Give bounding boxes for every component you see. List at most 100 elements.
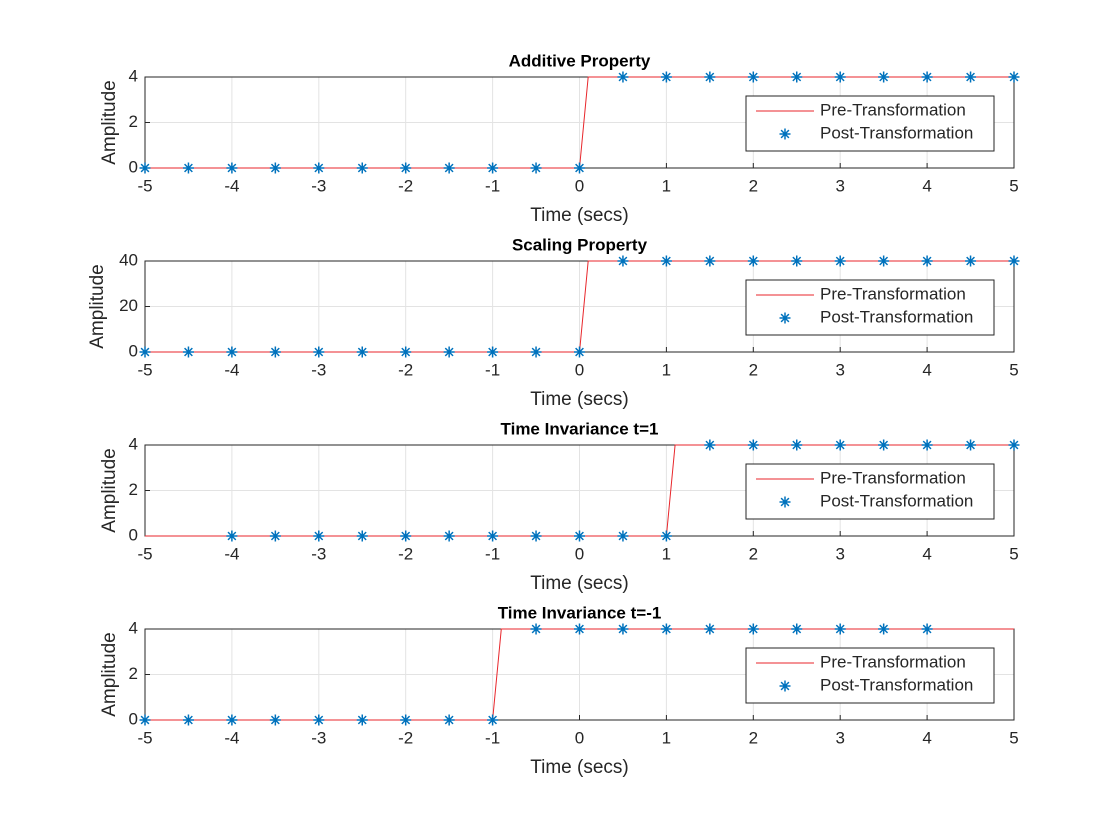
legend-box: [745, 279, 995, 336]
y-axis-label: Amplitude: [99, 632, 120, 717]
sample-marker: [530, 162, 542, 174]
subplot: -5 -4 -3 -2 -1 0 1 2 3 4 5 0 2 4 Time Invariance t=1 Ti…: [99, 419, 1020, 594]
sample-marker: [400, 714, 412, 726]
sample-marker: [921, 255, 933, 267]
sample-marker: [269, 530, 281, 542]
legend-swatch: [779, 680, 791, 692]
sample-marker: [965, 439, 977, 451]
x-tick-label: 2: [749, 176, 758, 195]
x-tick-label: 3: [835, 176, 844, 195]
sample-marker: [530, 623, 542, 635]
y-axis-label: Amplitude: [99, 80, 120, 165]
sample-marker: [574, 530, 585, 542]
sample-marker: [834, 255, 846, 267]
sample-marker: [878, 71, 890, 83]
sample-marker: [400, 346, 412, 358]
sample-marker: [878, 255, 890, 267]
sample-marker: [617, 623, 629, 635]
x-tick-label: 3: [835, 360, 844, 379]
sample-marker: [182, 162, 194, 174]
sample-marker: [704, 255, 716, 267]
sample-marker: [443, 162, 455, 174]
x-tick-label: 1: [662, 176, 671, 195]
chart-title: Time Invariance t=1: [501, 419, 659, 438]
sample-marker: [921, 623, 933, 635]
legend-box: [745, 95, 995, 152]
legend-swatch: [779, 496, 791, 508]
sample-marker: [182, 714, 194, 726]
x-axis-label: Time (secs): [530, 205, 629, 226]
sample-marker: [356, 346, 368, 358]
sample-marker: [834, 623, 846, 635]
x-tick-label: -1: [485, 544, 500, 563]
y-tick-label: 4: [129, 434, 138, 453]
sample-marker: [356, 530, 368, 542]
x-tick-label: 4: [922, 176, 931, 195]
x-tick-label: -5: [137, 544, 152, 563]
x-axis-label: Time (secs): [530, 573, 629, 594]
y-tick-label: 0: [129, 157, 138, 176]
sample-marker: [660, 530, 672, 542]
x-tick-label: 3: [835, 544, 844, 563]
legend-label: Pre-Transformation: [820, 468, 966, 487]
legend-label: Pre-Transformation: [820, 652, 966, 671]
y-tick-label: 4: [129, 618, 138, 637]
x-tick-label: -5: [137, 360, 152, 379]
sample-marker: [313, 346, 325, 358]
x-tick-label: -2: [398, 544, 413, 563]
x-tick-label: -3: [311, 544, 326, 563]
legend-box: [745, 463, 995, 520]
x-tick-label: -4: [224, 544, 239, 563]
x-tick-label: 5: [1009, 544, 1018, 563]
sample-marker: [965, 71, 977, 83]
x-tick-label: -5: [137, 728, 152, 747]
x-tick-label: 0: [575, 728, 584, 747]
sample-marker: [834, 71, 846, 83]
subplot: -5 -4 -3 -2 -1 0 1 2 3 4 5 0 20 40 Scaling Property Tim…: [87, 235, 1020, 410]
sample-marker: [400, 530, 412, 542]
sample-marker: [747, 255, 759, 267]
sample-marker: [791, 71, 803, 83]
x-tick-label: 2: [749, 544, 758, 563]
sample-marker: [182, 346, 194, 358]
legend-swatch: [779, 312, 791, 324]
x-tick-label: 0: [575, 544, 584, 563]
sample-marker: [791, 255, 803, 267]
sample-marker: [747, 623, 759, 635]
x-tick-label: 4: [922, 728, 931, 747]
sample-marker: [747, 439, 759, 451]
y-tick-label: 40: [119, 250, 138, 269]
x-tick-label: 4: [922, 544, 931, 563]
sample-marker: [574, 162, 585, 174]
sample-marker: [226, 346, 238, 358]
x-tick-label: 4: [922, 360, 931, 379]
sample-marker: [660, 71, 672, 83]
sample-marker: [269, 346, 281, 358]
x-tick-label: 1: [662, 544, 671, 563]
x-tick-label: 2: [749, 728, 758, 747]
sample-marker: [530, 530, 542, 542]
legend-label: Pre-Transformation: [820, 284, 966, 303]
sample-marker: [617, 530, 629, 542]
sample-marker: [313, 530, 325, 542]
x-axis-label: Time (secs): [530, 757, 629, 778]
sample-marker: [269, 162, 281, 174]
y-tick-label: 0: [129, 709, 138, 728]
chart-title: Scaling Property: [512, 235, 648, 254]
sample-marker: [443, 714, 455, 726]
x-tick-label: -3: [311, 176, 326, 195]
sample-marker: [878, 439, 890, 451]
sample-marker: [313, 714, 325, 726]
sample-marker: [443, 530, 455, 542]
y-tick-label: 2: [129, 480, 138, 499]
x-tick-label: -4: [224, 728, 239, 747]
sample-marker: [878, 623, 890, 635]
sample-marker: [617, 71, 629, 83]
sample-marker: [1008, 71, 1020, 83]
legend: Pre-Transformation Post-Transformation: [745, 95, 995, 152]
legend: Pre-Transformation Post-Transformation: [745, 463, 995, 520]
sample-marker: [487, 530, 499, 542]
sample-marker: [704, 623, 716, 635]
sample-marker: [226, 162, 238, 174]
y-tick-label: 2: [129, 664, 138, 683]
